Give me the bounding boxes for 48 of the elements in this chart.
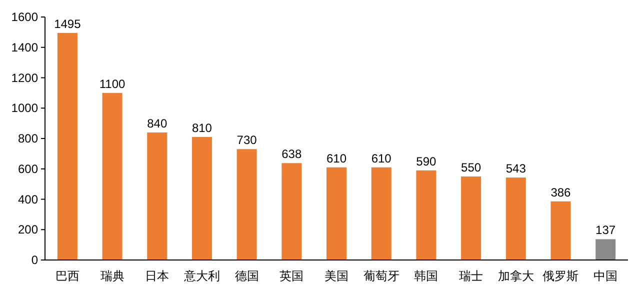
data-label: 610	[371, 151, 392, 166]
bar	[416, 170, 436, 260]
y-tick-label: 200	[18, 222, 38, 237]
bar	[326, 167, 346, 260]
bar	[371, 167, 392, 260]
data-label: 137	[596, 223, 616, 238]
y-tick-label: 1600	[11, 10, 38, 24]
bar	[57, 32, 78, 260]
x-tick-label: 俄罗斯	[542, 269, 579, 283]
data-label: 550	[461, 160, 482, 174]
data-label: 1495	[54, 16, 82, 31]
x-tick-label: 葡萄牙	[363, 269, 400, 283]
x-tick-label: 巴西	[55, 269, 80, 283]
data-label: 590	[416, 154, 437, 168]
x-tick-label: 意大利	[182, 269, 220, 283]
y-tick-label: 400	[18, 192, 38, 206]
bar	[506, 178, 526, 260]
bar	[192, 136, 212, 260]
y-tick-label: 1200	[11, 70, 38, 85]
data-label: 543	[506, 162, 526, 176]
x-tick-label: 美国	[324, 269, 348, 283]
x-tick-label: 德国	[234, 269, 259, 283]
y-tick-label: 1400	[11, 40, 38, 54]
y-tick-label: 1000	[11, 101, 38, 116]
data-label: 1100	[99, 76, 126, 91]
data-label: 730	[236, 133, 258, 148]
x-tick-label: 瑞士	[459, 269, 484, 283]
x-tick-label: 韩国	[414, 269, 438, 283]
x-tick-label: 加拿大	[498, 269, 534, 283]
bar	[102, 92, 122, 260]
data-label: 810	[192, 120, 212, 135]
x-tick-label: 日本	[145, 269, 170, 283]
y-tick-label: 600	[18, 162, 38, 176]
bar	[596, 239, 616, 260]
data-label: 840	[147, 116, 168, 130]
data-label: 386	[550, 185, 572, 200]
data-label: 610	[326, 151, 347, 166]
x-tick-label: 中国	[594, 269, 618, 283]
data-label: 638	[282, 147, 302, 162]
bar	[147, 132, 168, 260]
bar	[236, 149, 257, 260]
bar	[461, 176, 482, 260]
bar	[282, 163, 302, 260]
bar	[550, 201, 571, 260]
y-tick-label: 0	[31, 253, 38, 267]
x-tick-label: 英国	[280, 269, 304, 283]
x-tick-label: 瑞典	[100, 269, 124, 283]
y-tick-label: 800	[18, 132, 38, 146]
